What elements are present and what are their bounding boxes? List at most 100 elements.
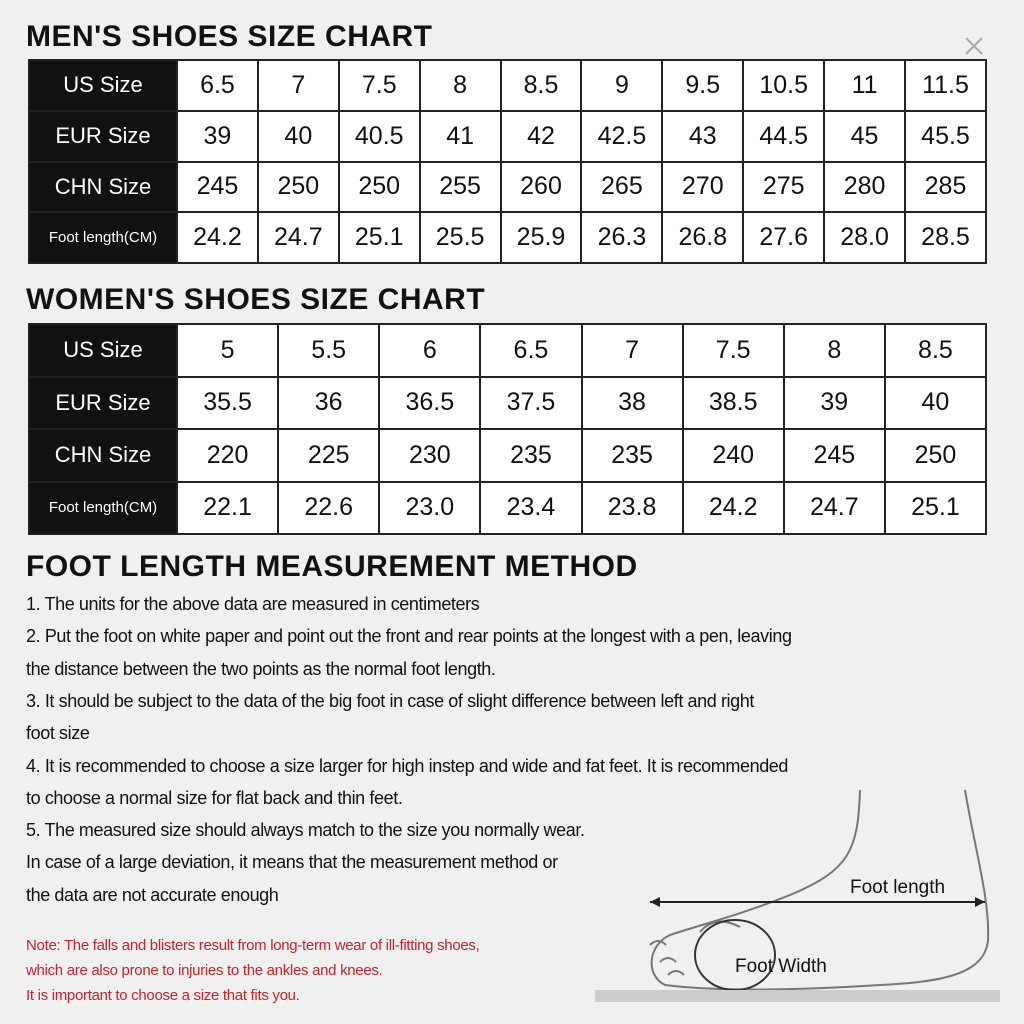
cell: 220 — [175, 428, 280, 483]
cell: 235 — [580, 428, 684, 483]
cell: 23.8 — [580, 480, 684, 535]
cell: 7 — [256, 59, 340, 112]
method-line: the distance between the two points as t… — [26, 658, 496, 679]
cell: 7.5 — [681, 323, 785, 378]
cell: 24.2 — [176, 211, 259, 264]
note-line: Note: The falls and blisters result from… — [26, 937, 480, 954]
method-line: 3. It should be subject to the data of t… — [26, 690, 754, 711]
cell: 280 — [823, 160, 907, 214]
cell: 275 — [742, 160, 826, 214]
method-line: foot size — [26, 723, 90, 744]
cell: 36.5 — [378, 375, 482, 430]
note-line: It is important to choose a size that fi… — [26, 987, 300, 1004]
table-row: EUR Size 39 40 40.5 41 42 42.5 43 44.5 45 45.5 — [28, 109, 987, 163]
row-label: US Size — [28, 323, 178, 378]
ground — [595, 990, 1000, 1002]
method-line: 4. It is recommended to choose a size la… — [26, 755, 789, 776]
cell: 39 — [176, 109, 259, 163]
cell: 240 — [681, 428, 785, 483]
row-label: EUR Size — [28, 375, 178, 430]
cell: 26.8 — [661, 211, 745, 264]
table-row: EUR Size 35.5 36 36.5 37.5 38 38.5 39 40 — [28, 375, 988, 430]
cell: 8 — [782, 323, 886, 378]
cell: 40.5 — [337, 109, 421, 163]
women-title: WOMEN'S SHOES SIZE CHART — [26, 283, 486, 316]
cell: 6.5 — [479, 323, 583, 378]
cell: 28.0 — [823, 211, 907, 264]
cell: 5.5 — [277, 323, 381, 378]
cell: 250 — [883, 428, 988, 483]
cell: 24.7 — [782, 480, 886, 535]
cell: 24.2 — [681, 480, 785, 535]
cell: 28.5 — [904, 211, 987, 264]
note-line: which are also prone to injuries to the … — [26, 962, 383, 979]
cell: 24.7 — [256, 211, 340, 264]
cell: 7.5 — [337, 59, 421, 112]
width-loop — [694, 919, 776, 991]
method-title: FOOT LENGTH MEASUREMENT METHOD — [26, 550, 638, 583]
method-line: to choose a normal size for flat back an… — [26, 787, 403, 808]
cell: 225 — [277, 428, 381, 483]
cell: 10.5 — [742, 59, 826, 112]
row-label: US Size — [28, 59, 178, 112]
cell: 8 — [418, 59, 502, 112]
method-line: 1. The units for the above data are meas… — [26, 594, 480, 614]
cell: 230 — [378, 428, 482, 483]
cell: 9.5 — [661, 59, 745, 112]
table-row: CHN Size 220 225 230 235 235 240 245 250 — [28, 428, 988, 483]
cell: 255 — [418, 160, 502, 214]
cell: 250 — [337, 160, 421, 214]
cell: 37.5 — [479, 375, 583, 430]
row-label: EUR Size — [28, 109, 178, 163]
toes — [649, 920, 741, 976]
cell: 245 — [176, 160, 259, 214]
cell: 25.5 — [418, 211, 502, 264]
cell: 245 — [782, 428, 886, 483]
cell: 41 — [418, 109, 502, 163]
cell: 250 — [256, 160, 340, 214]
cell: 45.5 — [904, 109, 987, 163]
table-row: CHN Size 245 250 250 255 260 265 270 275 280 285 — [28, 160, 987, 214]
cell: 23.0 — [378, 480, 482, 535]
cell: 7 — [580, 323, 684, 378]
cell: 44.5 — [742, 109, 826, 163]
row-label: Foot length(CM) — [28, 480, 178, 535]
table-row: US Size 5 5.5 6 6.5 7 7.5 8 8.5 — [28, 323, 988, 378]
cell: 11 — [823, 59, 907, 112]
cell: 38 — [580, 375, 684, 430]
table-row: Foot length(CM) 22.1 22.6 23.0 23.4 23.8 24.2 2… — [28, 480, 988, 535]
cell: 25.9 — [499, 211, 583, 264]
cell: 6.5 — [176, 59, 259, 112]
cell: 42 — [499, 109, 583, 163]
close-icon[interactable] — [965, 37, 983, 55]
cell: 26.3 — [580, 211, 664, 264]
men-title: MEN'S SHOES SIZE CHART — [26, 20, 433, 53]
table-row: Foot length(CM) 24.2 24.7 25.1 25.5 25.9 26.3 2… — [28, 211, 987, 264]
method-line: In case of a large deviation, it means t… — [26, 852, 558, 873]
cell: 38.5 — [681, 375, 785, 430]
cell: 260 — [499, 160, 583, 214]
cell: 22.6 — [277, 480, 381, 535]
cell: 8.5 — [499, 59, 583, 112]
table-row: US Size 6.5 7 7.5 8 8.5 9 9.5 10.5 11 11.5 — [28, 59, 987, 112]
method-line: the data are not accurate enough — [26, 884, 279, 905]
women-table: US Size 5 5.5 6 6.5 7 7.5 8 8.5 EUR Size 35.5 36 36.… — [28, 323, 988, 535]
row-label: CHN Size — [28, 160, 178, 214]
cell: 9 — [580, 59, 664, 112]
cell: 270 — [661, 160, 745, 214]
cell: 40 — [256, 109, 340, 163]
cell: 25.1 — [337, 211, 421, 264]
cell: 35.5 — [175, 375, 280, 430]
cell: 23.4 — [479, 480, 583, 535]
method-line: 5. The measured size should always match… — [26, 820, 585, 841]
cell: 22.1 — [175, 480, 280, 535]
cell: 42.5 — [580, 109, 664, 163]
cell: 6 — [378, 323, 482, 378]
cell: 27.6 — [742, 211, 826, 264]
cell: 36 — [277, 375, 381, 430]
cell: 265 — [580, 160, 664, 214]
foot-outline — [650, 789, 990, 991]
width-label: Foot Width — [735, 956, 827, 977]
